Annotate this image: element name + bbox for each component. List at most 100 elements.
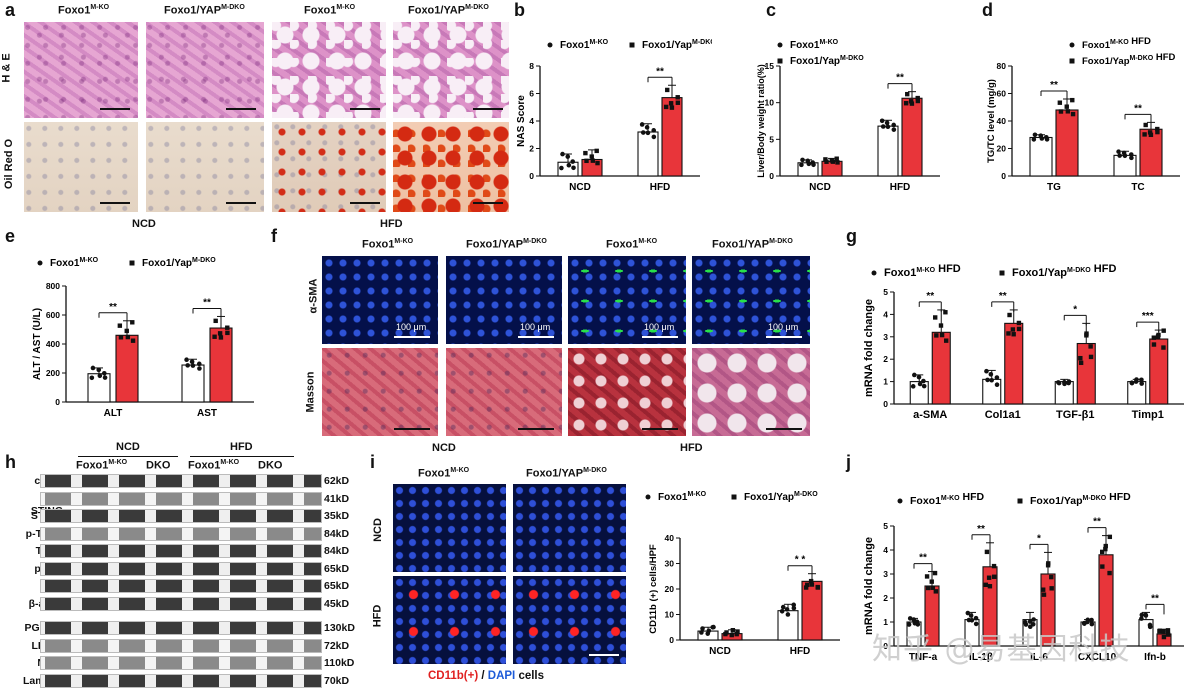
row-label-asma: α-SMA <box>307 278 320 314</box>
col-title-f-4: Foxo1/YAPM-DKO <box>712 238 793 251</box>
data-point <box>1147 130 1153 135</box>
col-title-a-1: Foxo1M-KO <box>58 4 110 17</box>
category-label: ALT <box>104 408 123 419</box>
category-label: HFD <box>650 182 671 193</box>
data-point <box>1157 629 1162 634</box>
data-point <box>651 134 657 140</box>
data-point <box>1143 122 1148 128</box>
data-point <box>1161 328 1166 333</box>
image-he-ncd-ko <box>24 22 138 118</box>
data-point <box>1089 621 1095 627</box>
data-point <box>570 159 576 164</box>
group-label-f-hfd: HFD <box>680 442 703 454</box>
data-point <box>943 310 948 315</box>
data-point <box>973 621 979 627</box>
blot-band <box>40 509 322 523</box>
data-point <box>969 618 975 623</box>
y-tick-label: 40 <box>997 116 1007 126</box>
data-point <box>225 330 230 336</box>
data-point <box>190 363 196 368</box>
blot-band <box>40 579 322 593</box>
significance-label: ** <box>1134 103 1142 114</box>
category-label: IL-1β <box>969 652 993 663</box>
y-axis-label: mRNA fold change <box>863 299 875 397</box>
data-point <box>912 372 917 378</box>
data-point <box>1122 153 1128 159</box>
data-point <box>1044 137 1050 142</box>
data-point <box>916 374 922 380</box>
bar <box>115 334 139 403</box>
data-point <box>651 128 657 133</box>
data-point <box>1089 617 1094 623</box>
data-point <box>639 122 645 127</box>
bar <box>1149 338 1169 405</box>
category-label: NCD <box>569 182 591 193</box>
data-point <box>1031 617 1036 622</box>
data-point <box>584 158 589 164</box>
y-tick-label: 8 <box>529 61 534 71</box>
data-point <box>785 612 791 617</box>
data-point <box>907 616 913 621</box>
data-point <box>800 157 805 163</box>
data-point <box>815 585 821 590</box>
data-point <box>891 127 897 132</box>
bar <box>1055 109 1079 177</box>
watermark: 知乎 @易基因科技 <box>872 632 1131 667</box>
data-point <box>917 381 923 387</box>
data-point <box>984 368 989 374</box>
data-point <box>939 332 945 338</box>
data-point <box>1049 574 1054 580</box>
data-point <box>1066 380 1071 386</box>
blot-size-label: 110kD <box>324 657 355 669</box>
data-point <box>985 377 990 383</box>
y-tick-label: 0 <box>883 641 888 651</box>
image-masson-hfd-ko <box>568 348 686 436</box>
col-title-i-1: Foxo1M-KO <box>418 467 470 480</box>
data-point <box>910 384 916 389</box>
data-point <box>1139 616 1144 621</box>
data-point <box>668 101 674 106</box>
western-blot: cGAS62kDp-STING41kDSTING35kDp-TBK184kDTB… <box>23 474 364 690</box>
legend-marker-circle <box>37 260 43 266</box>
legend-label: Foxo1/YapM-DKO <box>142 257 216 269</box>
data-point <box>885 124 891 130</box>
y-tick-label: 4 <box>883 545 888 555</box>
y-tick-label: 0 <box>1001 171 1006 181</box>
data-point <box>906 622 912 627</box>
data-point <box>735 629 740 634</box>
blot-size-label: 72kD <box>324 639 350 652</box>
data-point <box>1049 586 1054 591</box>
significance-label: ** <box>999 291 1007 302</box>
data-point <box>1064 104 1069 109</box>
data-point <box>934 333 939 338</box>
col-title-f-2: Foxo1/YAPM-DKO <box>466 238 547 251</box>
image-oro-hfd-dko <box>393 122 509 212</box>
data-point <box>1030 621 1036 627</box>
data-point <box>595 160 600 166</box>
data-point <box>1038 133 1044 138</box>
data-point <box>784 607 790 612</box>
significance-label: ** <box>656 66 664 77</box>
data-point <box>915 622 921 627</box>
bar <box>877 125 899 177</box>
data-point <box>583 150 588 156</box>
blot-band <box>40 491 322 506</box>
data-point <box>891 122 897 128</box>
data-point <box>989 377 994 383</box>
data-point <box>988 372 994 377</box>
group-label-f-ncd: NCD <box>432 442 456 454</box>
panel-label-c: c <box>766 0 777 20</box>
data-point <box>915 98 921 104</box>
data-point <box>217 331 223 336</box>
data-point <box>984 549 990 555</box>
data-point <box>991 574 997 579</box>
data-point <box>1088 354 1094 360</box>
y-axis-label: CD11b (+) cells/HPF <box>648 544 659 634</box>
image-asma-ncd-dko: 100 μm <box>446 256 562 344</box>
row-label-oilred: Oil Red O <box>3 138 16 190</box>
bar <box>901 97 923 177</box>
legend-label: Foxo1/YapM-DKO <box>744 491 818 503</box>
significance-label: ** <box>1050 80 1058 91</box>
data-point <box>734 631 739 637</box>
